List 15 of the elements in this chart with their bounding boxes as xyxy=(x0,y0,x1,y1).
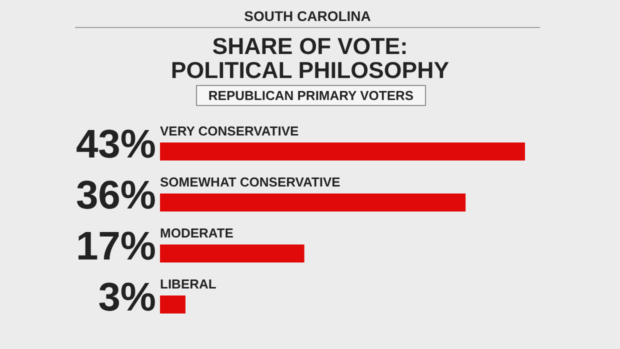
data-label: 17% xyxy=(76,224,156,268)
data-label: 3% xyxy=(98,276,156,320)
text: SOUTH CAROLINA xyxy=(75,8,540,28)
chart-subtitle: REPUBLICAN PRIMARY VOTERS xyxy=(196,85,426,106)
data-label: 36% xyxy=(76,174,156,218)
chart-title: SHARE OF VOTE: POLITICAL PHILOSOPHY xyxy=(170,33,450,83)
bar xyxy=(160,142,525,160)
y-tick-label: SOMEWHAT CONSERVATIVE xyxy=(160,174,341,190)
bar xyxy=(160,244,304,262)
y-tick-label: MODERATE xyxy=(160,226,234,240)
y-tick-label: VERY CONSERVATIVE xyxy=(160,124,300,138)
data-label: 43% xyxy=(76,122,156,166)
bar xyxy=(160,194,466,212)
bar xyxy=(160,296,186,314)
y-tick-label: LIBERAL xyxy=(160,276,216,292)
